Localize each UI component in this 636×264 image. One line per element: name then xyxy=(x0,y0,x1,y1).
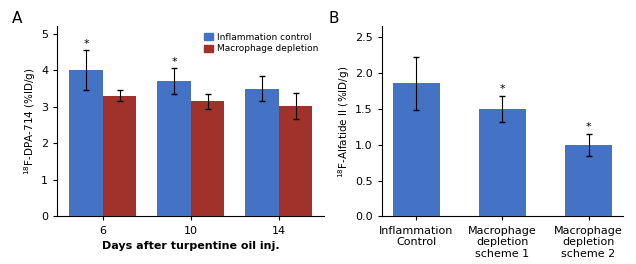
Text: *: * xyxy=(586,122,591,132)
Bar xyxy=(279,106,312,216)
Bar xyxy=(479,109,526,216)
X-axis label: Days after turpentine oil inj.: Days after turpentine oil inj. xyxy=(102,241,280,251)
Text: *: * xyxy=(500,84,505,94)
Bar xyxy=(191,101,225,216)
Bar xyxy=(245,88,279,216)
Legend: Inflammation control, Macrophage depletion: Inflammation control, Macrophage depleti… xyxy=(202,31,320,55)
Y-axis label: $^{18}$F-DPA-714 (%ID/g): $^{18}$F-DPA-714 (%ID/g) xyxy=(22,68,38,175)
Bar xyxy=(565,145,612,216)
Bar xyxy=(157,81,191,216)
Text: *: * xyxy=(83,39,89,49)
Bar xyxy=(392,83,440,216)
Y-axis label: $^{18}$F-Alfatide II (%ID/g): $^{18}$F-Alfatide II (%ID/g) xyxy=(336,65,352,177)
Text: *: * xyxy=(171,57,177,67)
Bar xyxy=(69,70,103,216)
Text: B: B xyxy=(328,11,339,26)
Bar xyxy=(103,96,136,216)
Text: A: A xyxy=(12,11,22,26)
